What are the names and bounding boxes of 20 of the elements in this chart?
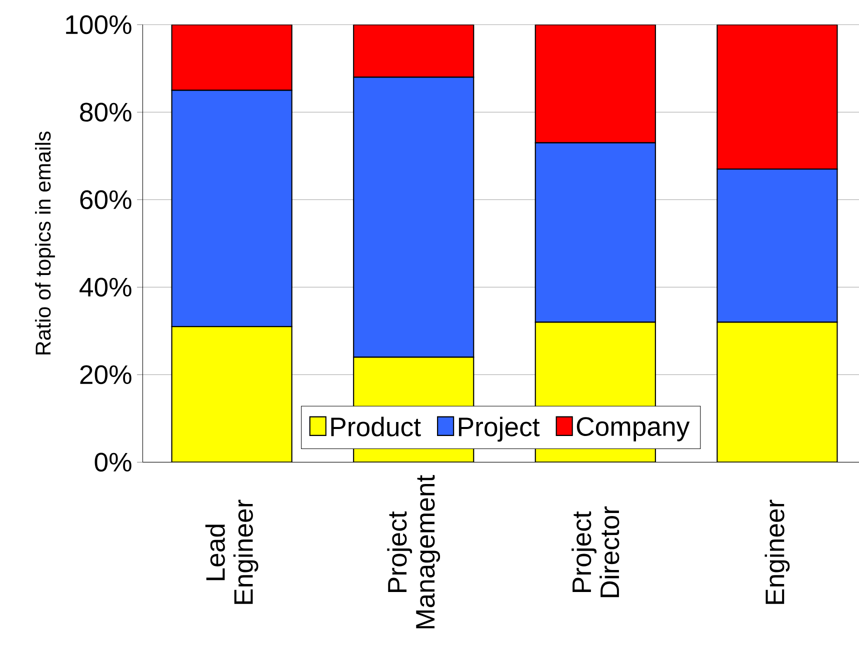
x-tick-label: Engineer: [764, 500, 790, 604]
x-tick-label: Project Management: [387, 474, 440, 628]
y-tick-label: 60%: [80, 190, 132, 209]
y-tick-label: 0%: [94, 452, 132, 472]
y-axis-title: Ratio of topics in emails: [35, 131, 55, 354]
y-tick-label: 100%: [66, 15, 132, 34]
x-tick-label: Project Director: [572, 506, 620, 597]
y-tick-label: 20%: [80, 365, 132, 384]
y-tick-label: 40%: [80, 278, 132, 296]
legend-label: Company: [576, 417, 690, 442]
bar: [171, 326, 292, 462]
legend-label: Product: [331, 416, 421, 436]
legend-label: Project: [458, 416, 540, 442]
y-tick-label: 80%: [80, 102, 132, 122]
bar: [353, 24, 474, 78]
x-tick-label: Lead Engineer: [205, 500, 258, 604]
bar: [716, 322, 838, 462]
bar: [171, 24, 292, 91]
bar: [534, 24, 656, 144]
bar: [716, 24, 838, 170]
